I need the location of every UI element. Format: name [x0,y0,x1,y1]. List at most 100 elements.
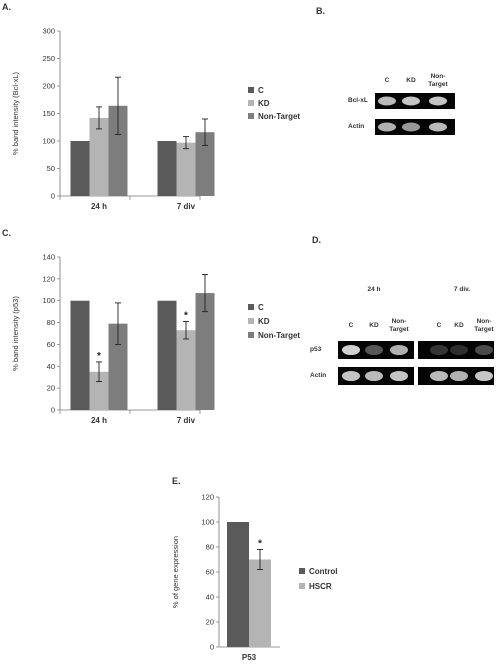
gel-d-row-band [430,344,448,356]
row-label: p53 [310,346,322,353]
y-tick-label: 40 [47,362,55,371]
legend-swatch [248,304,254,310]
gel-d-row-band [342,344,360,356]
lane-label: KD [454,322,464,329]
legend-label: KD [258,317,270,326]
row-label: Bcl-xL [348,97,368,104]
legend-label: C [258,303,264,312]
panel-label-d: D. [312,235,321,245]
gel-b-row-band [378,96,396,106]
legend-swatch [248,318,254,324]
lane-label: Non- [477,318,492,325]
gel-d-row-band [342,370,360,382]
y-axis-label: % band intensity (Bcl-xL) [11,72,20,155]
y-tick-label: 250 [42,54,55,63]
legend-swatch [248,87,254,93]
bar-c [70,141,90,196]
significance-marker: * [184,310,188,321]
y-tick-label: 0 [210,643,214,652]
y-tick-label: 80 [47,318,55,327]
gel-b-row-band [378,122,396,132]
gel-b-row-band [402,122,420,132]
x-category-label: 7 div [177,416,196,425]
y-tick-label: 60 [47,340,55,349]
lane-label: KD [406,77,416,84]
lane-label: KD [369,322,379,329]
chart-a: 0 50 100 150 200 250 300 % band intensity (Bcl-… [11,27,300,212]
legend-swatch [248,332,254,338]
legend-label: HSCR [309,582,332,591]
y-tick-label: 0 [51,192,55,201]
y-tick-label: 40 [206,593,214,602]
y-axis-label: % of gene expression [171,536,180,608]
chart-c: 0 20 40 60 80 100 120 140 % band intensity (p53)… [11,253,300,426]
lane-label: C [437,322,442,329]
gel-d-row-band [450,344,468,356]
y-tick-label: 200 [42,82,55,91]
gel-group-title: 24 h [367,286,380,293]
bar-kd [176,330,196,410]
bar-control [227,522,249,647]
lane-label: Target [474,326,494,333]
gel-d-row-band [475,344,493,356]
y-tick-label: 80 [206,543,214,552]
gel-group-title: 7 div. [454,286,470,293]
gel-b-row-band [402,96,420,106]
row-label: Actin [310,372,326,379]
bar-kd [89,117,109,196]
legend-swatch [299,568,305,574]
gel-b-row-band [429,96,447,106]
legend-swatch [248,100,254,106]
row-label: Actin [348,123,364,130]
legend-label: C [258,86,264,95]
gel-b-row-band [429,122,447,132]
gel-d-row-band [365,344,383,356]
chart-e: 0 20 40 60 80 100 120 % of gene expression * P53 C… [171,493,337,663]
lane-label: Non- [392,318,407,325]
y-tick-label: 120 [201,493,214,502]
bar-non-target [108,323,128,410]
y-tick-label: 0 [51,406,55,415]
legend-label: KD [258,99,270,108]
bar-hscr [249,559,271,647]
x-category-label: 7 div [177,202,196,211]
y-tick-label: 50 [47,164,55,173]
lane-label: Target [428,81,448,88]
gel-d-row-band [365,370,383,382]
bar-non-target [195,132,215,196]
bar-c [70,300,90,410]
panel-label-c: C. [2,228,11,238]
panel-label-b: B. [316,6,325,16]
x-category-label: 24 h [91,416,107,425]
legend-label: Non-Target [258,112,300,121]
panel-label-a: A. [2,2,11,12]
legend-label: Control [309,567,337,576]
bar-c [157,300,177,410]
y-tick-label: 20 [206,618,214,627]
legend-label: Non-Target [258,331,300,340]
bar-kd [176,142,196,196]
gel-d-row-band [475,370,493,382]
y-tick-label: 100 [42,296,55,305]
bar-c [157,141,177,196]
gel-d-row-band [430,370,448,382]
y-tick-label: 100 [42,137,55,146]
y-tick-label: 100 [201,518,214,527]
bar-non-target [108,105,128,196]
gel-panel-b: C KD Non-Target Bcl-xL Actin [348,73,455,135]
y-tick-label: 150 [42,109,55,118]
x-category-label: P53 [242,653,257,662]
lane-label: Non- [431,73,446,80]
y-tick-label: 300 [42,27,55,36]
panel-label-e: E. [172,476,181,486]
bar-kd [89,371,109,410]
lane-label: Target [389,326,409,333]
y-tick-label: 20 [47,384,55,393]
y-tick-label: 60 [206,568,214,577]
legend-swatch [299,583,305,589]
significance-marker: * [258,539,262,550]
x-category-label: 24 h [91,202,107,211]
bar-non-target [195,293,215,410]
